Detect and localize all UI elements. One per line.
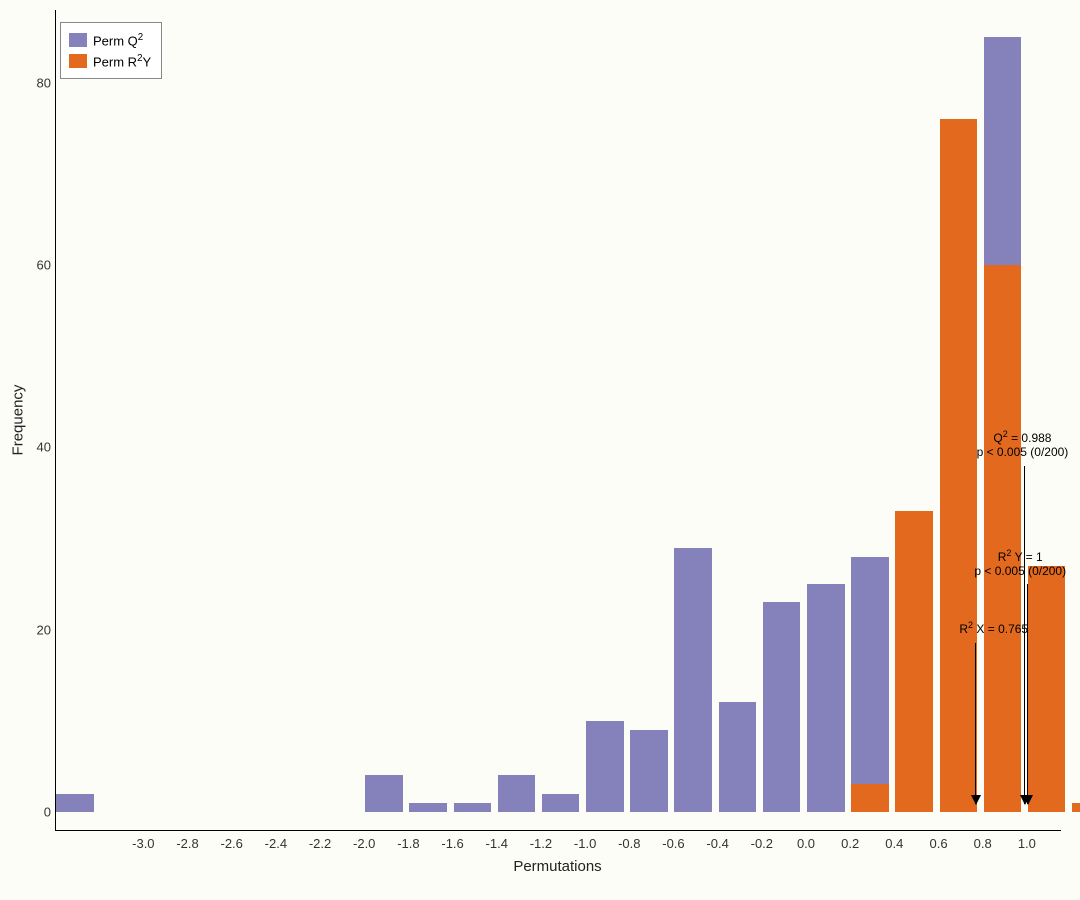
x-axis-title: Permutations [513,858,601,875]
y-axis-title: Frequency [10,385,27,456]
bar-permq [542,794,580,812]
permutation-histogram: -3.0 -2.8 -2.6 -2.4 -2.2 -2.0 -1.8 -1.6 -1.4 -1.2… [0,0,1080,900]
legend-label: Perm R2Y [93,50,151,71]
x-tick: -2.2 [309,836,331,851]
x-tick: -0.8 [618,836,640,851]
annotation-q2: Q2 = 0.988p < 0.005 (0/200) [977,429,1069,459]
bar-permq [498,775,536,811]
bar-permq [719,702,757,811]
y-tick: 20 [25,622,51,637]
y-tick: 0 [25,804,51,819]
y-tick: 80 [25,75,51,90]
bar-permry [1028,566,1066,812]
bar-permq [454,803,492,812]
annotation-r2x: R2 X = 0.765 [959,620,1028,636]
x-tick: -1.8 [397,836,419,851]
annotation-r2y: R2 Y = 1p < 0.005 (0/200) [974,548,1066,578]
x-tick: -1.4 [486,836,508,851]
legend-swatch [69,54,87,68]
bar-permq [807,584,845,812]
x-tick: 0.0 [797,836,815,851]
bar-permq [365,775,403,811]
plot-area [55,10,1061,831]
x-tick: -2.8 [176,836,198,851]
bar-permq [763,602,801,812]
x-tick: -2.6 [221,836,243,851]
legend-label: Perm Q2 [93,29,143,50]
x-tick: 0.2 [841,836,859,851]
bar-permry [1072,803,1080,812]
legend-item: Perm R2Y [69,50,151,71]
y-tick: 60 [25,258,51,273]
x-tick: -0.6 [662,836,684,851]
x-tick: 1.0 [1018,836,1036,851]
bar-permry [895,511,933,812]
y-tick: 40 [25,440,51,455]
bar-permq [851,557,889,812]
x-tick: -2.0 [353,836,375,851]
x-tick: -3.0 [132,836,154,851]
x-tick: 0.4 [885,836,903,851]
x-tick: -0.2 [751,836,773,851]
legend-item: Perm Q2 [69,29,151,50]
x-tick: 0.8 [974,836,992,851]
x-tick: -2.4 [265,836,287,851]
legend: Perm Q2Perm R2Y [60,22,162,79]
bar-permry [984,265,1022,812]
legend-swatch [69,33,87,47]
bar-permq [630,730,668,812]
bar-permq [674,548,712,812]
bar-permry [851,784,889,811]
bar-permq [409,803,447,812]
bar-permry [940,119,978,811]
bar-permq [586,721,624,812]
x-tick: -1.6 [441,836,463,851]
x-tick: 0.6 [929,836,947,851]
x-tick: -1.0 [574,836,596,851]
x-tick: -1.2 [530,836,552,851]
bar-permq [56,794,94,812]
x-tick: -0.4 [706,836,728,851]
annotation-arrow-r2x [975,643,976,804]
annotation-arrow-r2y [1027,584,1028,804]
